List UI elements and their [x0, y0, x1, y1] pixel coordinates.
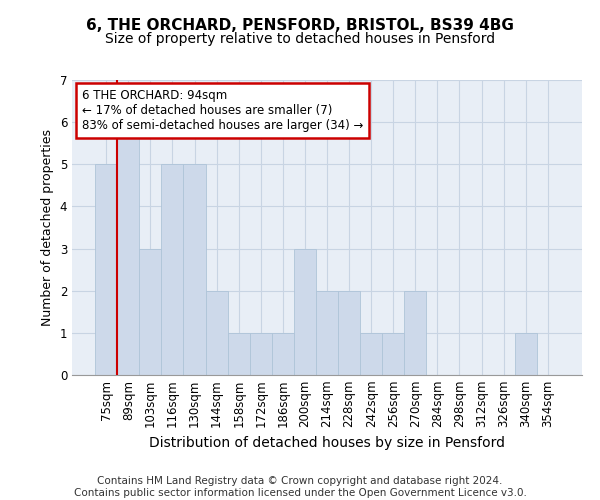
Bar — [316, 290, 338, 375]
Bar — [139, 248, 161, 375]
Bar — [360, 333, 382, 375]
Bar — [117, 122, 139, 375]
Bar — [515, 333, 537, 375]
Bar — [294, 248, 316, 375]
Bar — [250, 333, 272, 375]
Text: 6, THE ORCHARD, PENSFORD, BRISTOL, BS39 4BG: 6, THE ORCHARD, PENSFORD, BRISTOL, BS39 … — [86, 18, 514, 32]
Bar — [227, 333, 250, 375]
Bar — [206, 290, 227, 375]
Bar — [272, 333, 294, 375]
Bar — [404, 290, 427, 375]
Bar — [184, 164, 206, 375]
Y-axis label: Number of detached properties: Number of detached properties — [41, 129, 54, 326]
Bar — [338, 290, 360, 375]
Text: 6 THE ORCHARD: 94sqm
← 17% of detached houses are smaller (7)
83% of semi-detach: 6 THE ORCHARD: 94sqm ← 17% of detached h… — [82, 89, 364, 132]
Bar — [95, 164, 117, 375]
Text: Size of property relative to detached houses in Pensford: Size of property relative to detached ho… — [105, 32, 495, 46]
Bar — [382, 333, 404, 375]
X-axis label: Distribution of detached houses by size in Pensford: Distribution of detached houses by size … — [149, 436, 505, 450]
Bar — [161, 164, 184, 375]
Text: Contains HM Land Registry data © Crown copyright and database right 2024.
Contai: Contains HM Land Registry data © Crown c… — [74, 476, 526, 498]
